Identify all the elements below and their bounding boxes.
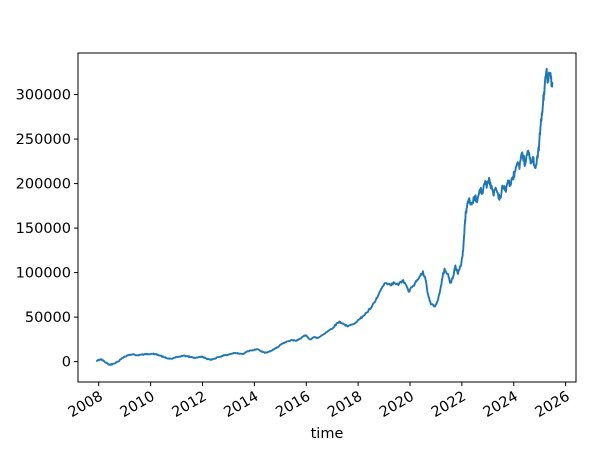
x-tick-label: 2024 (481, 389, 521, 421)
x-tick-label: 2018 (325, 389, 365, 421)
x-tick-label: 2016 (273, 389, 313, 421)
y-tick-label: 200000 (16, 177, 71, 193)
y-tick-label: 0 (62, 355, 71, 371)
x-axis-label: time (311, 426, 344, 442)
y-tick-label: 250000 (16, 132, 71, 148)
y-tick-label: 300000 (16, 88, 71, 104)
x-tick-label: 2020 (377, 389, 417, 421)
x-tick-label: 2012 (170, 389, 210, 421)
x-tick-label: 2026 (533, 389, 573, 421)
plot-border (77, 52, 577, 383)
x-tick-label: 2022 (429, 389, 469, 421)
y-tick-label: 50000 (25, 310, 71, 326)
x-tick-label: 2008 (66, 389, 106, 421)
x-tick-label: 2010 (118, 389, 158, 421)
x-tick-label: 2014 (221, 389, 261, 421)
data-line (95, 67, 554, 366)
y-tick-label: 150000 (16, 221, 71, 237)
plot-layer: 0 50000 100000 150000 200000 250000 300000 2008… (16, 52, 577, 421)
y-tick-label: 100000 (16, 266, 71, 282)
